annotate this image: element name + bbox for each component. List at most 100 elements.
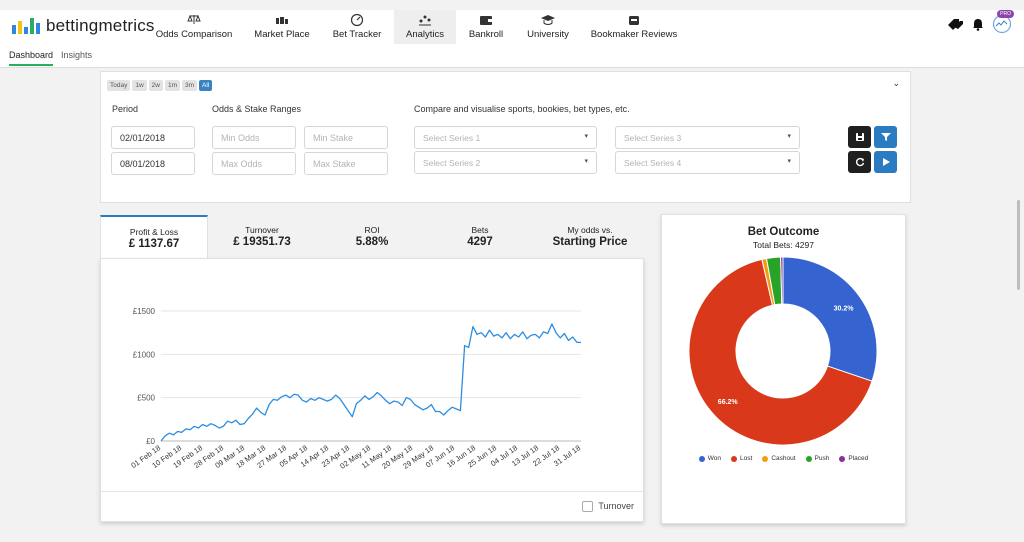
- series-2-placeholder: Select Series 2: [423, 158, 481, 168]
- date-to-input[interactable]: 08/01/2018: [111, 152, 195, 175]
- page-scrollbar[interactable]: [1017, 200, 1020, 290]
- tab-label: Bets: [471, 225, 489, 235]
- tab-roi[interactable]: ROI 5.88%: [322, 215, 422, 259]
- ranges-label: Odds & Stake Ranges: [212, 104, 302, 114]
- nav-label: Analytics: [405, 29, 444, 40]
- y-tick-label: £0: [146, 437, 155, 446]
- slice-placed[interactable]: [780, 256, 784, 305]
- min-stake-input[interactable]: Min Stake: [304, 126, 388, 149]
- legend-dot-icon: [731, 455, 738, 462]
- legend-item-placed[interactable]: Placed: [839, 455, 868, 462]
- nav-odds-comparison[interactable]: Odds Comparison: [152, 10, 236, 44]
- turnover-checkbox[interactable]: [582, 501, 593, 512]
- range-1m-button[interactable]: 1m: [164, 80, 181, 91]
- legend-item-cashout[interactable]: Cashout: [762, 455, 796, 462]
- graduation-cap-icon: [522, 13, 574, 27]
- bet-outcome-card: Bet Outcome Total Bets: 4297 30.2% 66.2% …: [661, 214, 906, 524]
- logo-text: bettingmetrics: [46, 16, 155, 35]
- legend-label: Lost: [740, 455, 753, 462]
- collapse-chevron-icon[interactable]: ⌄: [892, 78, 900, 88]
- nav-label: University: [527, 29, 569, 40]
- min-odds-input[interactable]: Min Odds: [212, 126, 296, 149]
- save-icon: [855, 133, 864, 141]
- y-tick-label: £1500: [133, 307, 156, 316]
- series-2-select[interactable]: Select Series 2 ▾: [414, 151, 597, 174]
- profit-loss-line: [160, 323, 582, 442]
- speedometer-icon: [328, 13, 386, 27]
- range-2w-button[interactable]: 2w: [148, 80, 163, 91]
- tab-odds-vs-sp[interactable]: My odds vs. Starting Price: [540, 215, 640, 259]
- series-1-placeholder: Select Series 1: [423, 133, 481, 143]
- series-1-select[interactable]: Select Series 1 ▾: [414, 126, 597, 149]
- tab-insights[interactable]: Insights: [61, 50, 93, 60]
- nav-university[interactable]: University: [522, 10, 574, 44]
- tab-label: My odds vs.: [567, 225, 613, 235]
- tab-label: Profit & Loss: [129, 227, 179, 237]
- nav-analytics[interactable]: Analytics: [394, 10, 456, 44]
- legend-item-won[interactable]: Won: [698, 455, 721, 462]
- tab-value: £ 1137.67: [128, 238, 180, 250]
- y-tick-label: £500: [137, 394, 155, 403]
- range-today-button[interactable]: Today: [107, 80, 131, 91]
- filter-panel: Today 1w 2w 1m 3m All ⌄ Period Odds & St…: [100, 71, 911, 203]
- legend-item-push[interactable]: Push: [805, 455, 830, 462]
- profit-loss-chart-card: £0 £500 £1000 £1500 01 Feb 18 10 Feb 18 19 Feb…: [100, 258, 644, 522]
- tab-dashboard[interactable]: Dashboard: [9, 50, 54, 66]
- legend-dot-icon: [839, 455, 846, 462]
- legend-dot-icon: [698, 455, 705, 462]
- user-avatar[interactable]: PRO: [992, 10, 1014, 39]
- tab-profit-loss[interactable]: Profit & Loss £ 1137.67: [100, 215, 208, 259]
- chart-footer: Turnover: [101, 491, 643, 521]
- filter-icon: [880, 133, 891, 141]
- date-from-input[interactable]: 02/01/2018: [111, 126, 195, 149]
- legend-label: Push: [814, 455, 830, 462]
- legend-label: Placed: [848, 455, 869, 462]
- period-label: Period: [112, 104, 139, 114]
- bookmark-tags-icon[interactable]: [946, 17, 964, 36]
- range-1w-button[interactable]: 1w: [132, 80, 147, 91]
- y-tick-label: £1000: [133, 350, 156, 359]
- nav-bookmaker-reviews[interactable]: Bookmaker Reviews: [588, 10, 680, 44]
- series-4-select[interactable]: Select Series 4 ▾: [615, 151, 800, 174]
- slice-won[interactable]: [782, 256, 878, 382]
- header-actions: PRO: [946, 10, 1014, 39]
- legend-dot-icon: [762, 455, 769, 462]
- nav-label: Market Place: [254, 29, 310, 40]
- nav-bet-tracker[interactable]: Bet Tracker: [328, 10, 386, 44]
- tab-turnover[interactable]: Turnover £ 19351.73: [212, 215, 312, 259]
- caret-down-icon: ▾: [584, 133, 588, 140]
- tab-label: ROI: [364, 225, 380, 235]
- turnover-checkbox-label: Turnover: [598, 501, 634, 511]
- series-3-placeholder: Select Series 3: [624, 133, 682, 143]
- logo[interactable]: bettingmetrics: [12, 16, 155, 36]
- tab-label: Turnover: [245, 225, 279, 235]
- legend-dot-icon: [805, 455, 812, 462]
- compare-label: Compare and visualise sports, bookies, b…: [414, 104, 630, 114]
- legend-item-lost[interactable]: Lost: [731, 455, 752, 462]
- refresh-icon: [855, 157, 864, 167]
- range-3m-button[interactable]: 3m: [182, 80, 198, 91]
- series-4-placeholder: Select Series 4: [624, 158, 682, 168]
- refresh-button[interactable]: [848, 151, 871, 173]
- notification-bell-icon[interactable]: [972, 18, 984, 36]
- slice-lost[interactable]: [688, 258, 873, 446]
- nav-bankroll[interactable]: Bankroll: [462, 10, 510, 44]
- filter-button[interactable]: [874, 126, 897, 148]
- scales-icon: [152, 13, 236, 27]
- save-button[interactable]: [848, 126, 871, 148]
- analytics-icon: [394, 13, 456, 27]
- max-odds-input[interactable]: Max Odds: [212, 152, 296, 175]
- tab-bets[interactable]: Bets 4297: [430, 215, 530, 259]
- play-button[interactable]: [874, 151, 897, 173]
- pro-badge: PRO: [997, 10, 1014, 18]
- caret-down-icon: ▾: [584, 158, 588, 165]
- date-range-buttons: Today 1w 2w 1m 3m All: [107, 80, 213, 91]
- series-3-select[interactable]: Select Series 3 ▾: [615, 126, 800, 149]
- nav-market-place[interactable]: Market Place: [248, 10, 316, 44]
- horse-icon: [248, 13, 316, 27]
- range-all-button[interactable]: All: [199, 80, 213, 91]
- bet-outcome-title: Bet Outcome: [747, 226, 820, 238]
- logo-bars-icon: [12, 18, 40, 34]
- avatar-chart-icon: [992, 14, 1012, 34]
- max-stake-input[interactable]: Max Stake: [304, 152, 388, 175]
